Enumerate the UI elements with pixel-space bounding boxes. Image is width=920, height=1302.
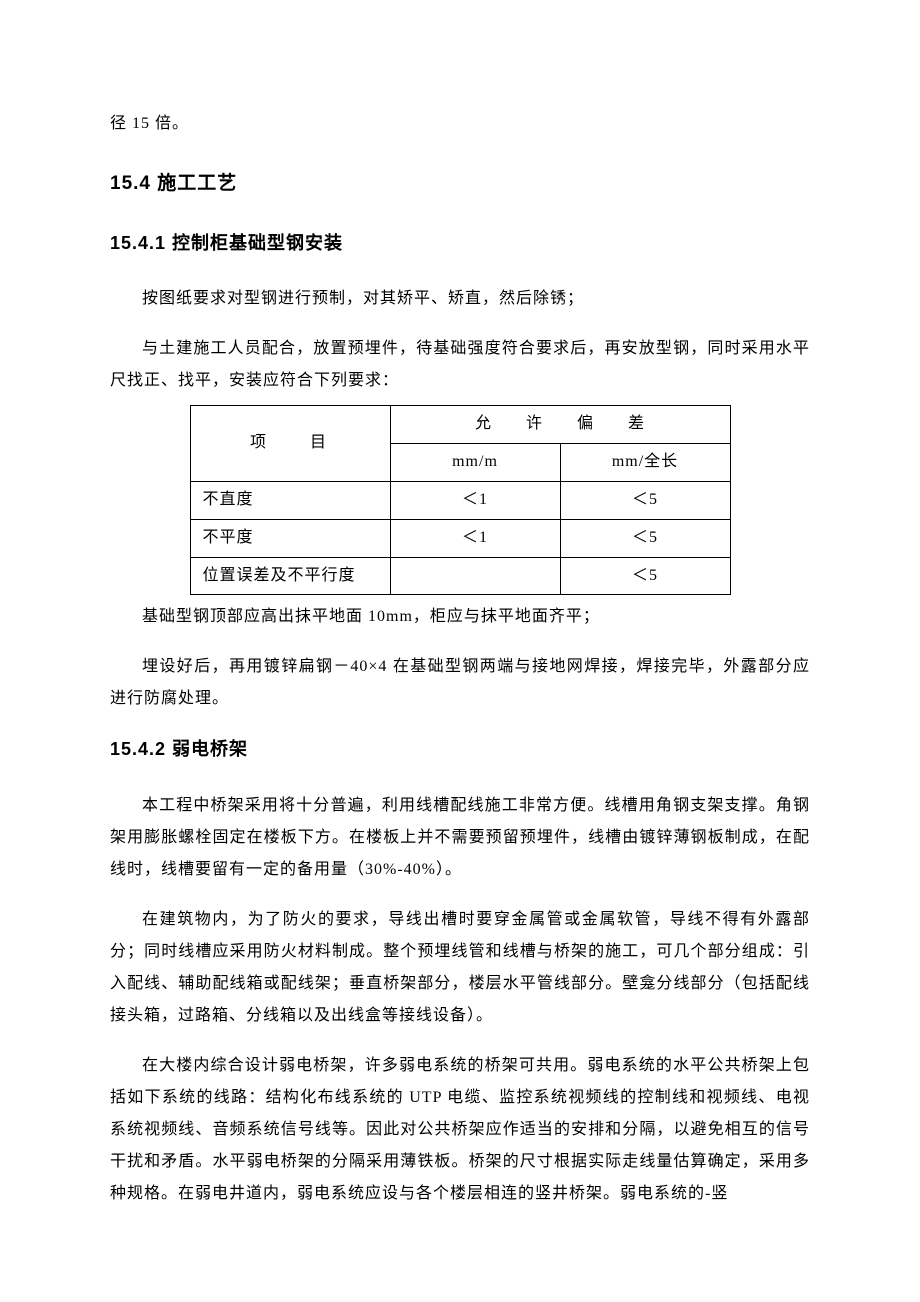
table-subheader-mm-full: mm/全长 [560,444,730,482]
paragraph: 本工程中桥架采用将十分普遍，利用线槽配线施工非常方便。线槽用角钢支架支撑。角钢架… [110,790,810,886]
table-cell: ＜5 [560,557,730,595]
table-header-item: 项 目 [190,406,390,482]
paragraph: 埋设好后，再用镀锌扁钢－40×4 在基础型钢两端与接地网焊接，焊接完毕，外露部分… [110,651,810,715]
continuation-text: 径 15 倍。 [110,110,810,139]
table-cell: ＜1 [390,519,560,557]
paragraph: 在大楼内综合设计弱电桥架，许多弱电系统的桥架可共用。弱电系统的水平公共桥架上包括… [110,1050,810,1210]
paragraph: 基础型钢顶部应高出抹平地面 10mm，柜应与抹平地面齐平； [110,601,810,633]
table-header-tolerance: 允 许 偏 差 [390,406,730,444]
table-cell: ＜5 [560,481,730,519]
paragraph: 在建筑物内，为了防火的要求，导线出槽时要穿金属管或金属软管，导线不得有外露部分；… [110,904,810,1032]
table-cell: ＜1 [390,481,560,519]
paragraph: 与土建施工人员配合，放置预埋件，待基础强度符合要求后，再安放型钢，同时采用水平尺… [110,333,810,397]
heading-15-4: 15.4 施工工艺 [110,167,810,201]
table-cell: ＜5 [560,519,730,557]
table-cell [390,557,560,595]
paragraph: 按图纸要求对型钢进行预制，对其矫平、矫直，然后除锈； [110,283,810,315]
table-subheader-mm-m: mm/m [390,444,560,482]
table-cell: 不平度 [190,519,390,557]
table-cell: 不直度 [190,481,390,519]
heading-15-4-1: 15.4.1 控制柜基础型钢安装 [110,227,810,259]
table-cell: 位置误差及不平行度 [190,557,390,595]
heading-15-4-2: 15.4.2 弱电桥架 [110,733,810,765]
tolerance-table: 项 目 允 许 偏 差 mm/m mm/全长 不直度 ＜1 ＜5 不平度 ＜1 … [190,405,731,595]
